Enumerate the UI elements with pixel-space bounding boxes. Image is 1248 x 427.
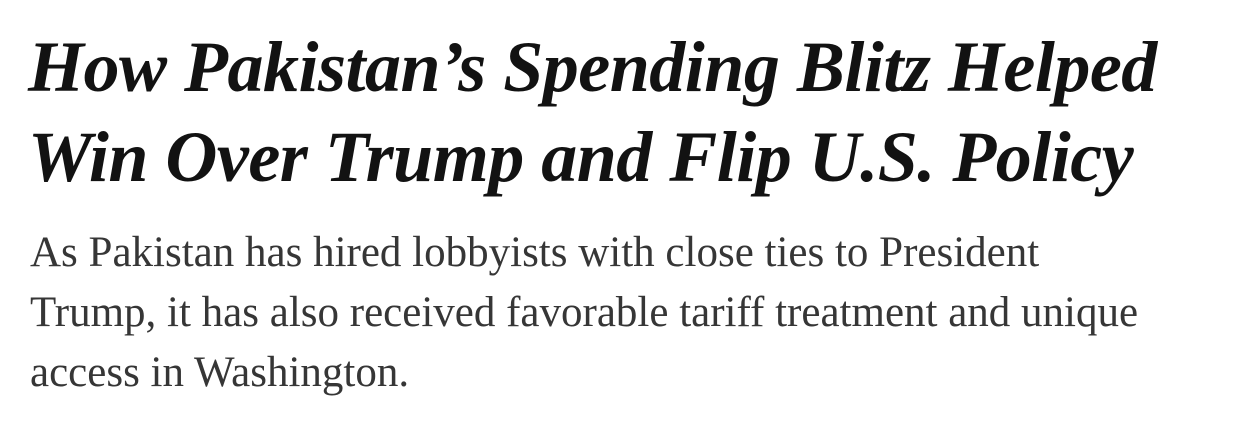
headline-line[interactable]: Win Over Trump and Flip U.S. Policy: [28, 117, 1134, 197]
summary-line: access in Washington.: [30, 349, 410, 396]
headline-line[interactable]: How Pakistan’s Spending Blitz Helped: [28, 27, 1157, 107]
summary-line: Trump, it has also received favorable ta…: [30, 289, 1139, 336]
summary-line: As Pakistan has hired lobbyists with clo…: [30, 229, 1040, 276]
